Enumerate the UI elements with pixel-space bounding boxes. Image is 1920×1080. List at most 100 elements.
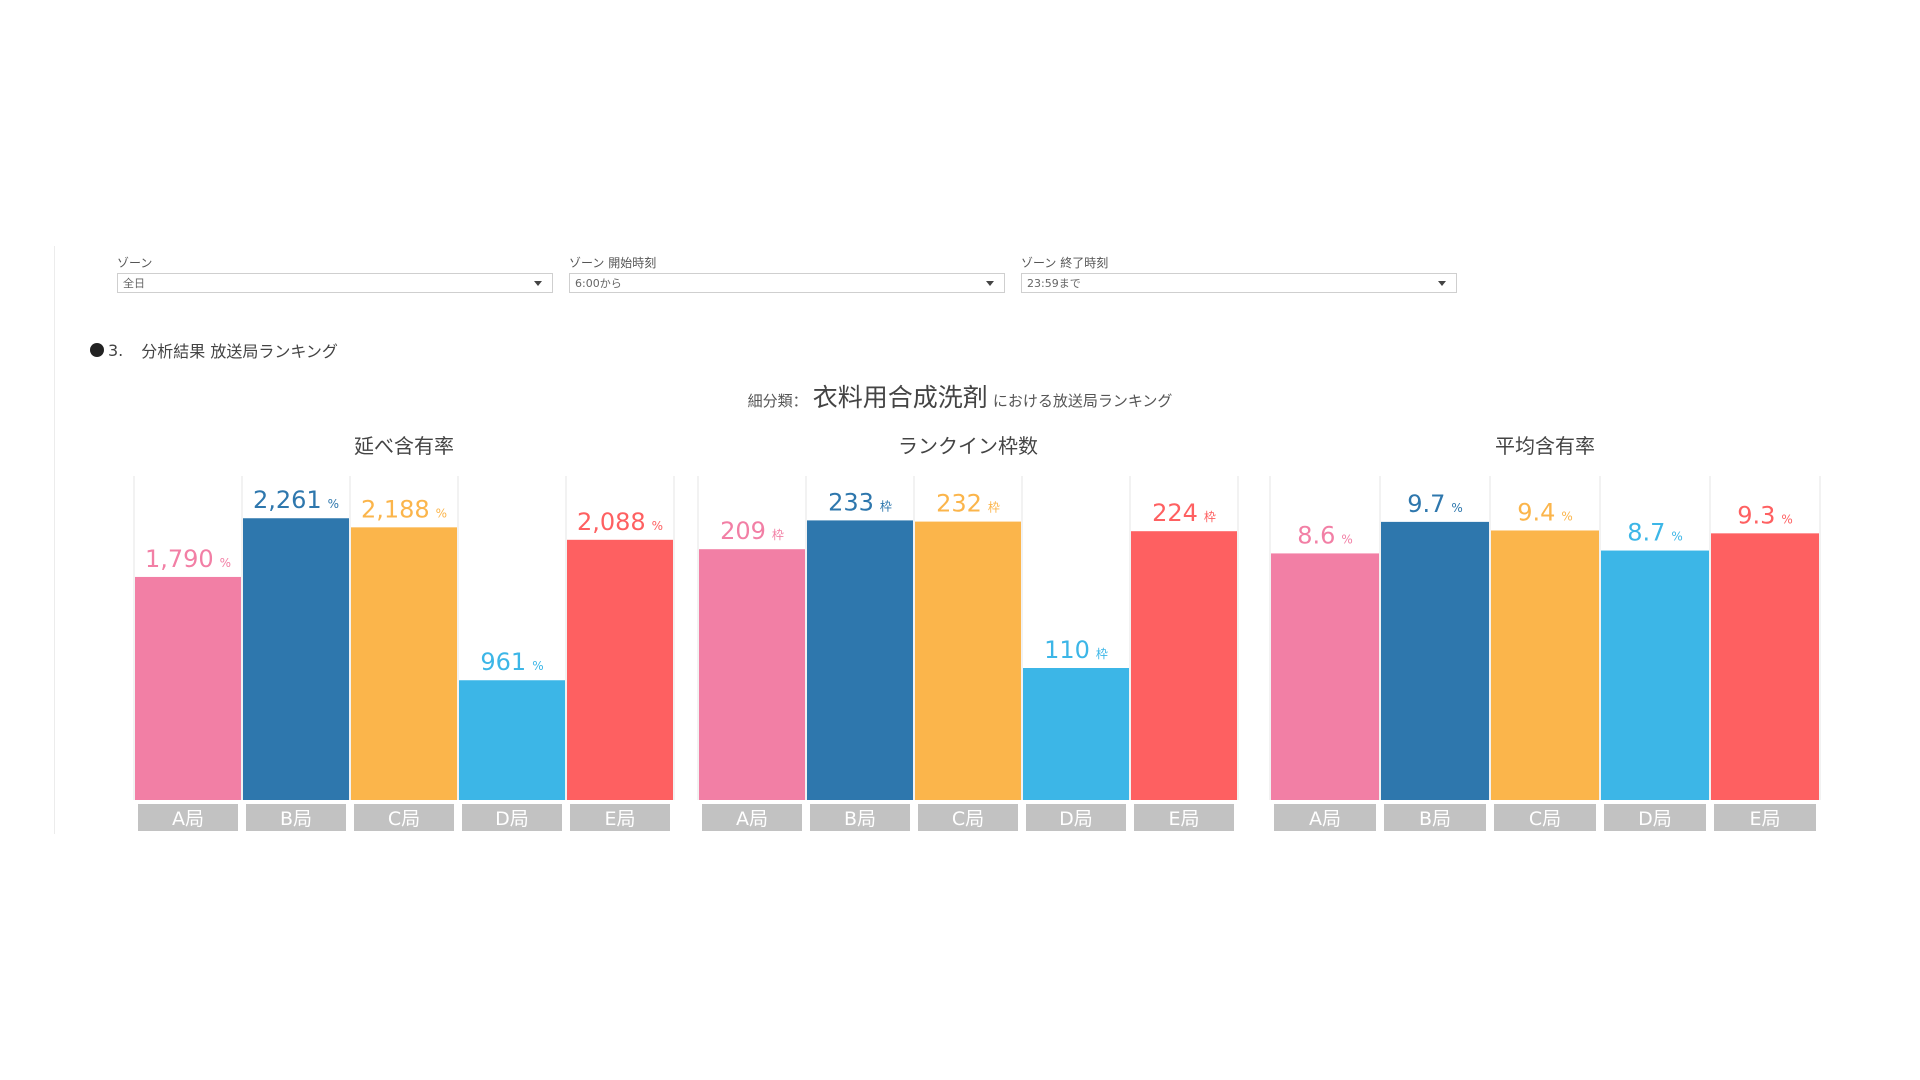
value-unit: % <box>1781 512 1792 526</box>
value-unit: % <box>1561 509 1572 523</box>
value-label: 110 枠 <box>1044 636 1108 664</box>
value-label: 233 枠 <box>828 488 892 516</box>
panel-title: ランクイン枠数 <box>898 434 1038 458</box>
bar-2 <box>1381 521 1489 800</box>
value-unit: % <box>436 506 447 520</box>
bar-chart-total-rate: 1,790 % A局 2,261 % B局 2,188 % C局 961 % D局 2,088 % E局 <box>133 476 675 831</box>
zone-filter-label: ゾーン <box>117 256 153 270</box>
section-number: 3. <box>108 340 124 360</box>
category-label: E局 <box>1749 808 1780 830</box>
bar-4 <box>459 680 565 800</box>
value-label: 8.7% <box>1627 519 1683 547</box>
category-label: E局 <box>1168 808 1199 830</box>
category-label: C局 <box>952 808 984 830</box>
bar-4 <box>1023 668 1129 800</box>
value-unit: % <box>532 659 543 673</box>
category-label: A局 <box>1309 808 1341 830</box>
filter-bar: ゾーン 全日 ゾーン 開始時刻 6:00から ゾーン 終了時刻 23:59まで <box>117 256 1457 296</box>
zone-end-label: ゾーン 終了時刻 <box>1021 256 1109 270</box>
category-label-bg <box>1274 804 1376 831</box>
bar-3 <box>351 527 457 800</box>
category-label: D局 <box>1059 808 1093 830</box>
category-label-bg <box>1494 804 1596 831</box>
category-label-bg <box>1384 804 1486 831</box>
category-label-bg <box>810 804 910 831</box>
bar-2 <box>243 518 349 800</box>
category-label: B局 <box>280 808 312 830</box>
chevron-down-icon <box>534 281 542 286</box>
chevron-down-icon <box>1438 281 1446 286</box>
bullet-icon <box>90 343 104 357</box>
category-label: B局 <box>844 808 876 830</box>
value-unit: % <box>1341 532 1352 546</box>
category-label-bg <box>1134 804 1234 831</box>
category-label: A局 <box>736 808 768 830</box>
chart-panel-rank-count: ランクイン枠数 209 枠 A局 233 枠 B局 232 枠 C局 110 枠 D局 224 枠 E局 <box>697 430 1239 840</box>
value-unit: 枠 <box>880 499 892 513</box>
value-unit: % <box>652 519 663 533</box>
bar-5 <box>567 539 673 800</box>
category-label-bg <box>918 804 1018 831</box>
zone-select[interactable]: 全日 <box>117 273 553 293</box>
zone-end-filter: ゾーン 終了時刻 23:59まで <box>1021 256 1457 293</box>
category-label-bg <box>702 804 802 831</box>
value-unit: 枠 <box>1096 647 1108 661</box>
value-unit: % <box>1671 530 1682 544</box>
bar-1 <box>1271 553 1379 800</box>
bar-chart-rank-count: 209 枠 A局 233 枠 B局 232 枠 C局 110 枠 D局 224 枠 E局 <box>697 476 1239 831</box>
zone-end-select[interactable]: 23:59まで <box>1021 273 1457 293</box>
zone-end-value: 23:59まで <box>1027 277 1081 290</box>
category-label-bg <box>1714 804 1816 831</box>
value-label: 9.7% <box>1407 490 1463 518</box>
zone-start-label: ゾーン 開始時刻 <box>569 256 657 270</box>
panel-title: 延べ含有率 <box>354 434 454 458</box>
value-label: 224 枠 <box>1152 499 1216 527</box>
bar-1 <box>699 549 805 800</box>
category-label-bg <box>354 804 454 831</box>
category-label-bg <box>246 804 346 831</box>
category-label-bg <box>1026 804 1126 831</box>
zone-start-value: 6:00から <box>575 277 622 290</box>
value-unit: % <box>1451 501 1462 515</box>
zone-start-select[interactable]: 6:00から <box>569 273 1005 293</box>
value-label: 8.6% <box>1297 521 1353 549</box>
value-unit: % <box>220 556 231 570</box>
chart-title-main: 衣料用合成洗剤 <box>812 383 988 412</box>
category-label: E局 <box>604 808 635 830</box>
category-label-bg <box>138 804 238 831</box>
chart-title: 細分類： 衣料用合成洗剤 における放送局ランキング <box>0 378 1920 414</box>
bar-3 <box>1491 530 1599 800</box>
bar-1 <box>135 576 241 800</box>
bar-chart-average-rate: 8.6 % A局 9.7 % B局 9.4 % C局 8.7 % D局 9.3 % E局 <box>1269 476 1821 831</box>
chevron-down-icon <box>986 281 994 286</box>
value-unit: 枠 <box>1204 510 1216 524</box>
value-label: 9.3% <box>1737 501 1793 529</box>
value-label: 9.4% <box>1517 498 1573 526</box>
category-label-bg <box>570 804 670 831</box>
category-label: A局 <box>172 808 204 830</box>
value-label: 961% <box>480 648 543 676</box>
chart-panel-total-rate: 延べ含有率 1,790% A局 2,261% B局 2,188% C局 961% D局 2,08… <box>133 430 675 840</box>
category-label: B局 <box>1419 808 1451 830</box>
chart-title-prefix: 細分類： <box>747 392 808 410</box>
value-unit: % <box>328 497 339 511</box>
bar-4 <box>1601 550 1709 800</box>
category-label-bg <box>1604 804 1706 831</box>
section-heading: 3. 分析結果 放送局ランキング <box>90 338 338 362</box>
zone-select-value: 全日 <box>123 277 145 290</box>
value-label: 1,790% <box>145 545 231 573</box>
category-label: D局 <box>495 808 529 830</box>
value-label: 2,188% <box>361 495 447 523</box>
section-title: 分析結果 放送局ランキング <box>141 342 338 361</box>
bar-3 <box>915 521 1021 800</box>
chart-panel-average-rate: 平均含有率 8.6% A局 9.7% B局 9.4% C局 8.7% D局 9.3% E局 <box>1269 430 1821 840</box>
zone-start-filter: ゾーン 開始時刻 6:00から <box>569 256 1005 293</box>
bar-5 <box>1131 531 1237 800</box>
value-label: 209 枠 <box>720 517 784 545</box>
category-label-bg <box>462 804 562 831</box>
value-label: 2,088% <box>577 508 663 536</box>
category-label: C局 <box>388 808 420 830</box>
chart-title-suffix: における放送局ランキング <box>992 392 1173 410</box>
category-label: C局 <box>1529 808 1561 830</box>
value-unit: 枠 <box>988 501 1000 515</box>
